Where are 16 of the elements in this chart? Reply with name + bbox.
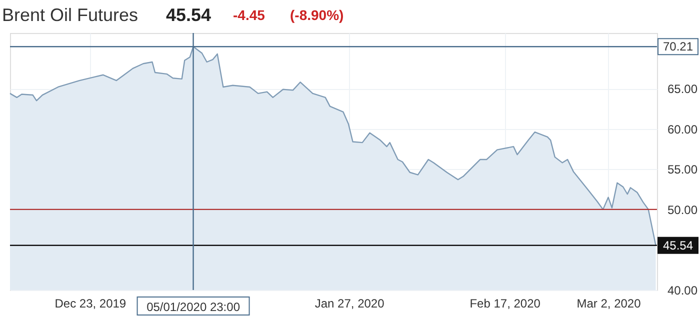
y-tick-label: 65.00 xyxy=(668,82,698,96)
y-tick-label: 60.00 xyxy=(668,122,698,136)
x-tick-label: Jan 27, 2020 xyxy=(314,296,385,310)
text: 45.54 xyxy=(166,5,212,25)
ref-line-label: 45.54 xyxy=(662,238,694,252)
text: (-8.90%) xyxy=(290,7,344,23)
x-tick-label: Mar 2, 2020 xyxy=(576,296,642,310)
chart-title: Brent Oil Futures xyxy=(2,5,138,25)
y-tick-label: 40.00 xyxy=(668,284,698,298)
text: -4.45 xyxy=(233,7,266,23)
x-tick-label: Dec 23, 2019 xyxy=(54,296,126,310)
ref-line-label: 05/01/2020 23:00 xyxy=(146,300,240,314)
ref-line-label: 70.21 xyxy=(662,40,694,54)
y-tick-label: 55.00 xyxy=(668,162,698,177)
x-tick-label: Feb 17, 2020 xyxy=(470,296,541,310)
y-tick-label: 50.00 xyxy=(668,202,698,217)
